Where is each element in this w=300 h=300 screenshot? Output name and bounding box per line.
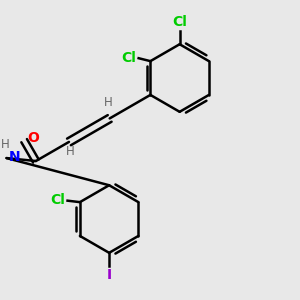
Text: H: H [66,145,75,158]
Text: Cl: Cl [122,51,136,64]
Text: I: I [106,268,112,282]
Text: H: H [1,138,9,151]
Text: N: N [9,151,20,164]
Text: Cl: Cl [172,15,187,29]
Text: O: O [27,131,39,145]
Text: H: H [104,96,112,109]
Text: Cl: Cl [50,194,65,207]
